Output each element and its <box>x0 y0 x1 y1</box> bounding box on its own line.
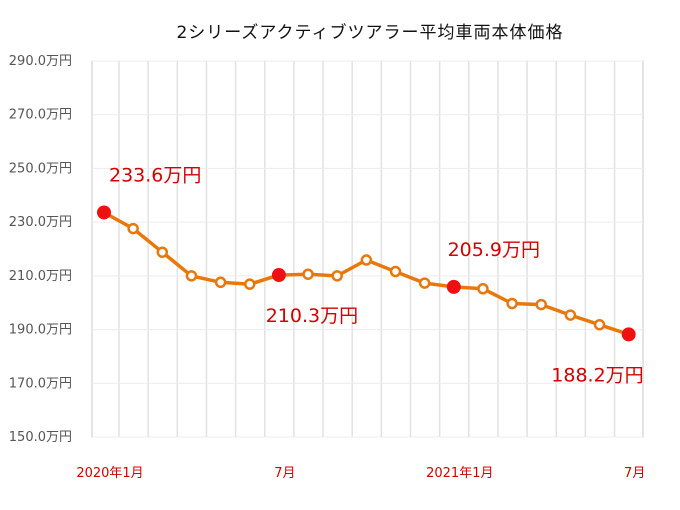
data-label: 188.2万円 <box>551 364 643 386</box>
data-point <box>156 246 169 258</box>
x-tick-label: 2021年1月 <box>426 466 493 481</box>
data-point <box>535 298 547 311</box>
data-label: 205.9万円 <box>448 239 540 261</box>
highlight-point <box>271 268 286 283</box>
y-tick-label: 170.0万円 <box>9 376 72 391</box>
y-tick-label: 290.0万円 <box>9 54 72 69</box>
chart-title: 2シリーズアクティブツアラー平均車両本体価格 <box>176 22 563 43</box>
data-point <box>593 318 606 331</box>
data-point <box>302 268 314 280</box>
data-label: 210.3万円 <box>266 305 358 327</box>
data-point <box>331 270 343 282</box>
data-point <box>389 265 402 278</box>
data-point <box>185 270 198 282</box>
x-tick-label: 2020年1月 <box>76 466 143 481</box>
data-point <box>506 297 518 310</box>
y-tick-label: 210.0万円 <box>9 269 72 284</box>
y-tick-label: 230.0万円 <box>9 215 72 230</box>
x-tick-label: 7月 <box>274 466 295 481</box>
y-tick-label: 250.0万円 <box>9 161 72 176</box>
data-point <box>360 254 373 266</box>
data-point <box>127 222 139 235</box>
x-tick-label: 7月 <box>624 466 645 481</box>
data-point <box>564 309 577 321</box>
data-point <box>244 278 256 290</box>
highlight-point <box>97 205 111 220</box>
plot-area <box>91 60 644 438</box>
highlight-point <box>446 279 461 294</box>
data-point <box>418 277 431 289</box>
y-tick-label: 270.0万円 <box>9 108 72 123</box>
data-point <box>477 282 489 295</box>
y-tick-label: 190.0万円 <box>9 323 72 338</box>
highlight-point <box>621 327 636 342</box>
data-label: 233.6万円 <box>109 164 201 186</box>
y-tick-label: 150.0万円 <box>9 430 72 445</box>
data-point <box>214 276 227 289</box>
